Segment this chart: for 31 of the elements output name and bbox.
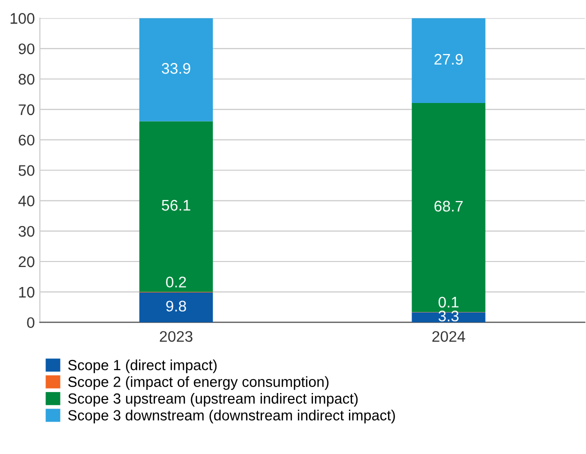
y-tick-label: 10: [19, 286, 34, 298]
data-label: 68.7: [434, 200, 463, 212]
y-tick-label: 100: [10, 13, 34, 24]
data-label: 33.9: [162, 63, 190, 74]
legend-label: Scope 1 (direct impact): [68, 360, 217, 374]
data-label: 3.3: [438, 310, 459, 322]
bar: [139, 121, 213, 292]
x-tick-label: 2023: [160, 331, 192, 342]
x-tick-label: 2024: [432, 331, 466, 342]
data-label: 9.8: [166, 300, 186, 312]
y-tick-label: 90: [18, 43, 34, 54]
data-label: 0.1: [438, 296, 458, 308]
legend-label: Scope 2 (impact of energy consumption): [68, 376, 328, 390]
bar: [412, 103, 486, 312]
y-tick-label: 20: [18, 256, 34, 268]
bar: [139, 292, 213, 322]
y-tick-label: 80: [18, 74, 34, 85]
y-tick-label: 0: [27, 317, 34, 328]
data-label: 0.2: [166, 276, 186, 288]
y-tick-label: 70: [18, 104, 34, 116]
y-tick-label: 30: [18, 226, 34, 237]
y-tick-label: 40: [18, 196, 34, 206]
bar: [139, 18, 213, 122]
data-label: 27.9: [434, 54, 463, 65]
legend-label: Scope 3 downstream (downstream indirect impact): [68, 410, 395, 424]
data-label: 56.1: [162, 200, 190, 211]
bar: [412, 18, 486, 104]
y-tick-label: 50: [18, 165, 34, 176]
legend-label: Scope 3 upstream (upstream indirect impact): [68, 393, 358, 407]
y-tick-label: 60: [18, 134, 34, 146]
bar: [412, 312, 486, 322]
